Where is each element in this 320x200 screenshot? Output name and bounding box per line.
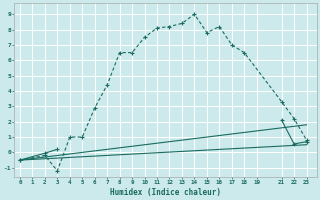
X-axis label: Humidex (Indice chaleur): Humidex (Indice chaleur)	[110, 188, 220, 197]
